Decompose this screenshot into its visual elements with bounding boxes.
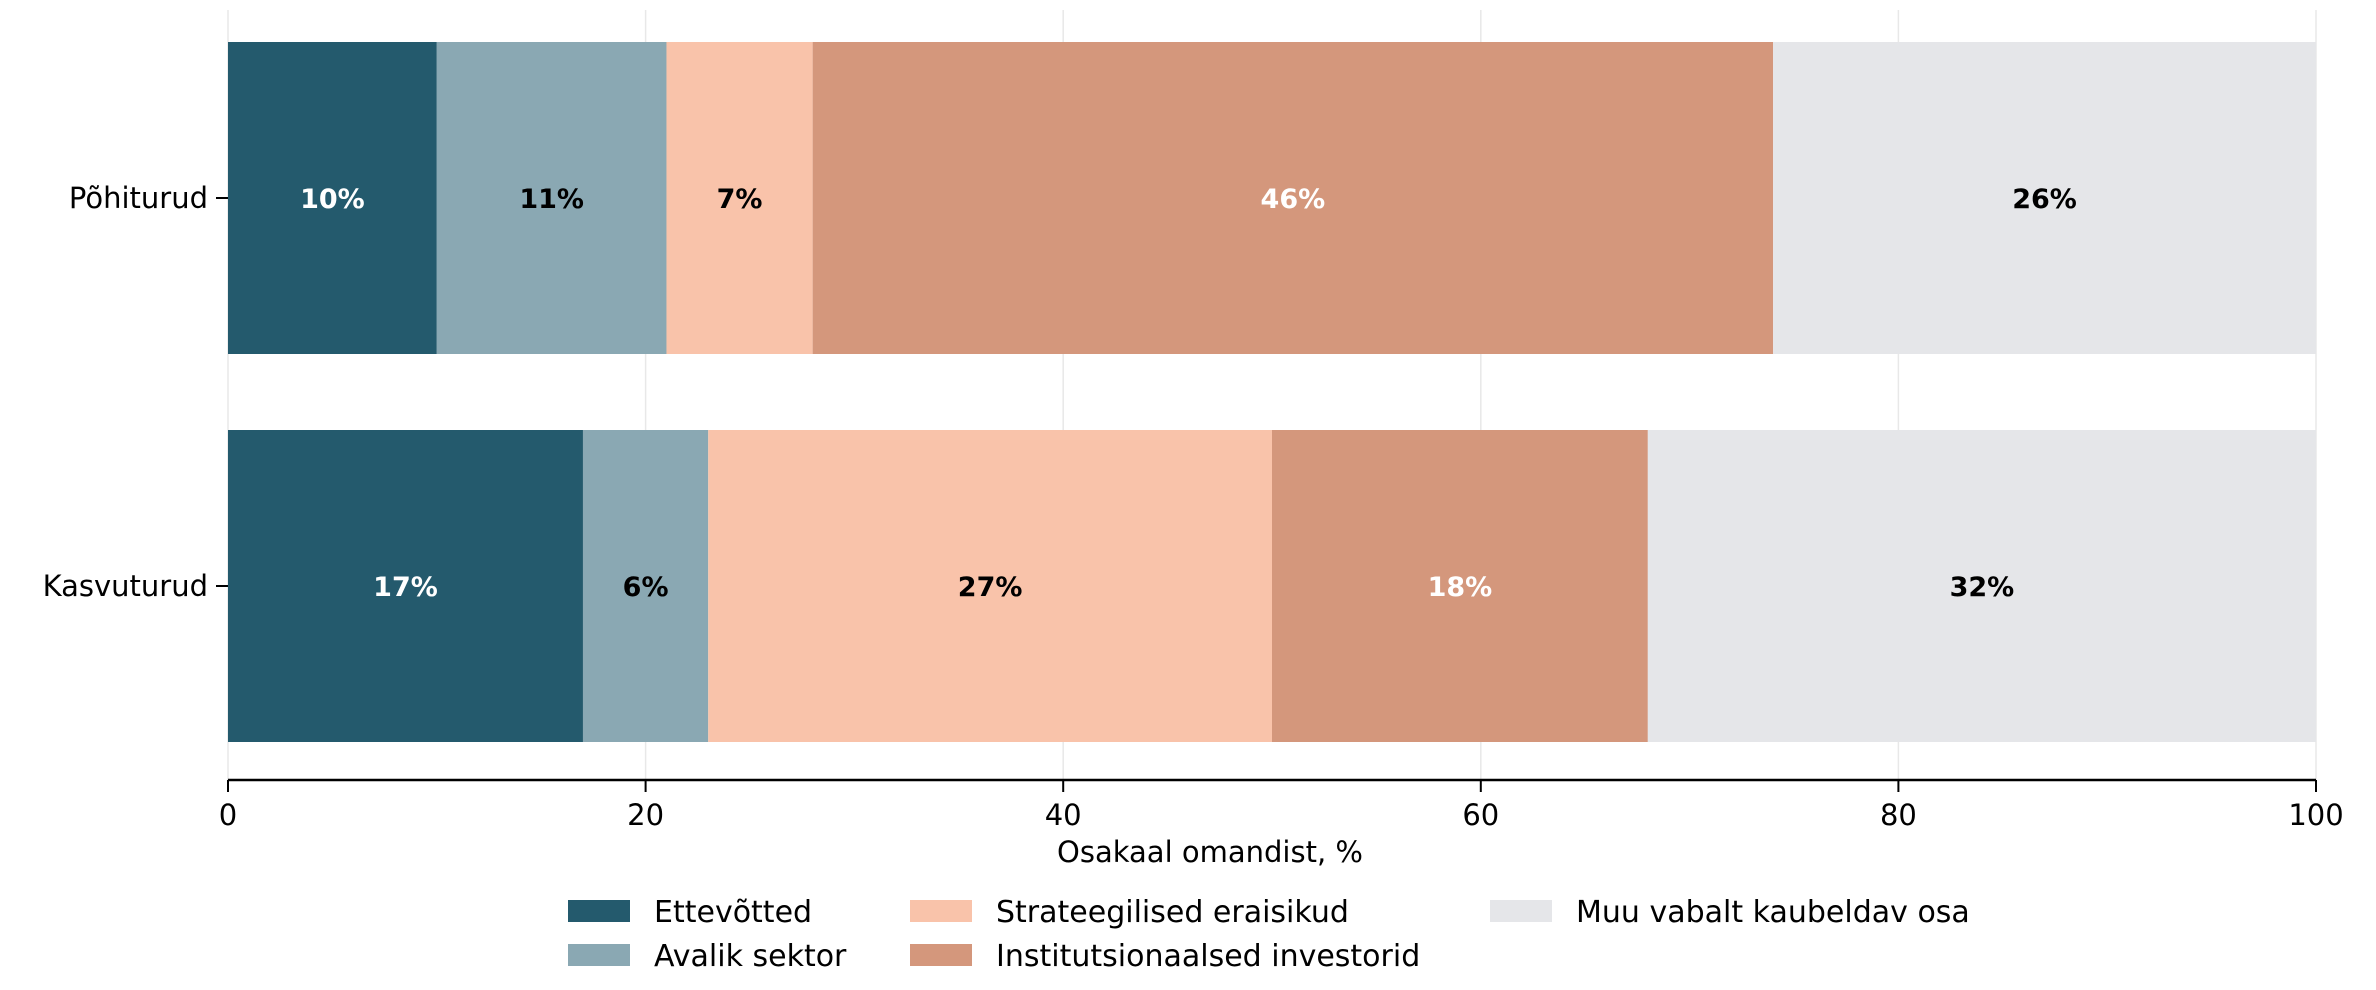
legend: Ettevõtted Avalik sektor Strateegilised er… <box>568 895 1970 974</box>
segment-labels: 10% 11% 7% 46% 26% 17% 6% 27% 18% 32% <box>300 184 2077 603</box>
bar-segment <box>1647 430 2316 742</box>
segment-value-label: 18% <box>1428 572 1493 603</box>
bar-segment <box>1773 42 2316 354</box>
legend-swatch <box>910 944 972 966</box>
segment-value-label: 6% <box>623 572 669 603</box>
y-tick-label: Põhiturud <box>69 181 208 215</box>
x-tick-label: 0 <box>219 798 237 832</box>
x-tick-label: 80 <box>1880 798 1917 832</box>
segment-value-label: 26% <box>2012 184 2077 215</box>
segment-value-label: 46% <box>1261 184 1326 215</box>
x-tick-label: 20 <box>627 798 664 832</box>
bar-segment <box>666 42 813 354</box>
x-axis-label: Osakaal omandist, % <box>1057 835 1363 869</box>
legend-entry-label: Muu vabalt kaubeldav osa <box>1576 895 1970 930</box>
bar-segments <box>228 42 2316 742</box>
legend-swatch <box>1490 900 1552 922</box>
bar-segment <box>812 42 1774 354</box>
segment-value-label: 32% <box>1950 572 2015 603</box>
x-tick-label: 40 <box>1045 798 1082 832</box>
segment-value-label: 17% <box>373 572 438 603</box>
legend-entry-label: Institutsionaalsed investorid <box>996 939 1420 974</box>
x-tick-label: 100 <box>2288 798 2343 832</box>
segment-value-label: 27% <box>958 572 1023 603</box>
bar-segment <box>1272 430 1648 742</box>
legend-swatch <box>568 944 630 966</box>
x-axis: 0 20 40 60 80 100 <box>219 778 2344 832</box>
segment-value-label: 7% <box>717 184 763 215</box>
bar-segment <box>708 430 1272 742</box>
legend-swatch <box>568 900 630 922</box>
y-tick-label: Kasvuturud <box>43 569 208 603</box>
legend-entry-label: Ettevõtted <box>654 895 812 930</box>
bar-segment <box>436 42 667 354</box>
y-axis: Põhiturud Kasvuturud <box>43 181 228 603</box>
bar-segment <box>228 430 583 742</box>
legend-swatch <box>910 900 972 922</box>
x-tick-label: 60 <box>1462 798 1499 832</box>
bar-segment <box>228 42 437 354</box>
legend-entry-label: Avalik sektor <box>654 939 847 974</box>
legend-entry-label: Strateegilised eraisikud <box>996 895 1349 930</box>
segment-value-label: 10% <box>300 184 365 215</box>
segment-value-label: 11% <box>519 184 584 215</box>
bar-segment <box>582 430 709 742</box>
